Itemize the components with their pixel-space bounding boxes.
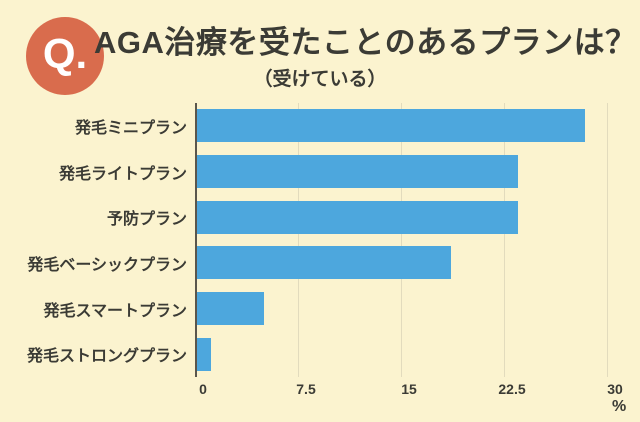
category-label: 発毛スマートプラン — [43, 302, 187, 320]
category-label: 発毛ミニプラン — [74, 119, 187, 137]
gridline — [401, 103, 402, 377]
category-label: 発毛ベーシックプラン — [27, 256, 187, 274]
bar-row — [197, 331, 607, 377]
bar — [197, 337, 211, 371]
bar-row — [197, 149, 607, 195]
bar-row — [197, 240, 607, 286]
bar — [197, 200, 519, 234]
x-tick-label: 30 — [607, 381, 623, 397]
x-tick-label: 15 — [401, 381, 417, 397]
bar — [197, 155, 519, 188]
category-label: 発毛ライトプラン — [58, 165, 187, 183]
bar-row — [197, 103, 607, 149]
question-badge-label: Q. — [42, 30, 88, 77]
gridline — [504, 103, 505, 377]
question-badge: Q. — [26, 17, 104, 95]
bar — [197, 109, 586, 143]
bar-row — [197, 194, 607, 240]
chart-subtitle: （受けている） — [253, 69, 387, 90]
bar-row — [197, 286, 607, 332]
gridline — [607, 103, 608, 377]
x-axis-ticks: 0 7.5 15 22.5 30 — [199, 381, 623, 399]
x-tick-label: 22.5 — [498, 381, 526, 397]
plot-area — [195, 103, 608, 377]
bar — [197, 246, 452, 280]
chart-title: AGA治療を受たことのあるプランは？ — [94, 25, 637, 60]
category-label: 発毛ストロングプラン — [26, 348, 187, 366]
x-tick-label: 0 — [199, 381, 207, 397]
x-tick-label: 7.5 — [296, 381, 316, 397]
bars-container — [197, 103, 607, 377]
gridline — [298, 103, 299, 377]
bar — [197, 292, 264, 326]
bar-chart: 発毛ミニプラン発毛ライトプラン予防プラン発毛ベーシックプラン発毛スマートプラン発… — [0, 103, 640, 377]
percent-unit-label: % — [612, 398, 627, 415]
category-labels: 発毛ミニプラン発毛ライトプラン予防プラン発毛ベーシックプラン発毛スマートプラン発… — [0, 103, 187, 377]
y-axis-line — [195, 103, 197, 377]
category-label: 予防プラン — [106, 211, 187, 229]
